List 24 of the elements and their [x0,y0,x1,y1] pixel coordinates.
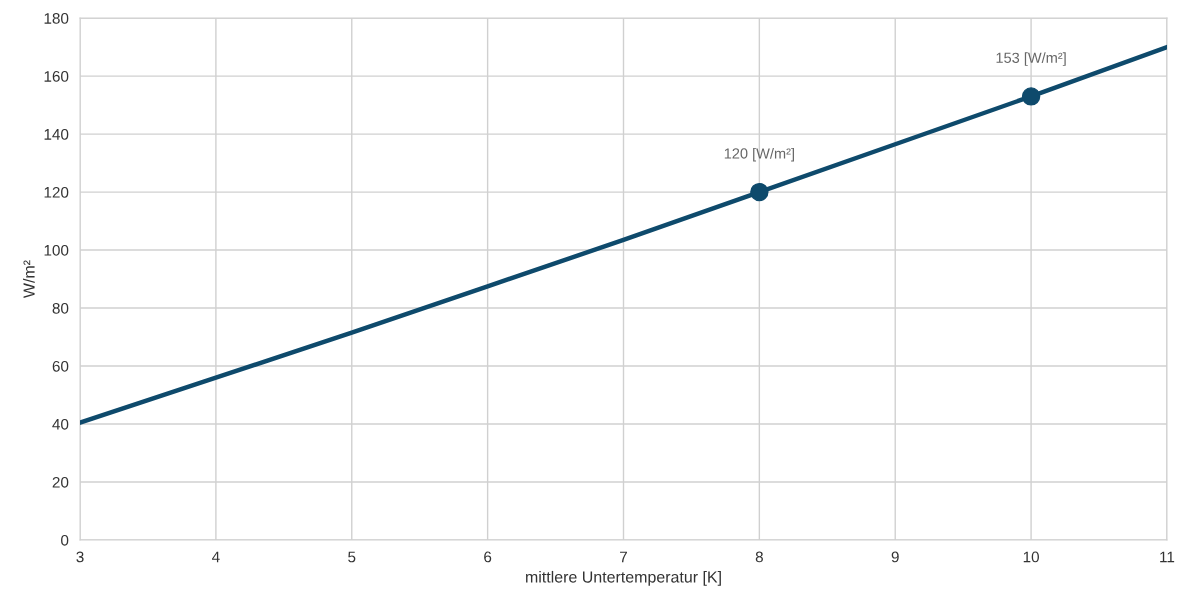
y-tick-label: 0 [61,534,69,546]
y-tick-label: 80 [52,302,69,314]
annotation: 120 [W/m²] [724,147,794,162]
y-tick-label: 140 [44,128,69,140]
x-tick-label: 9 [891,551,899,563]
annotation: 153 [W/m²] [996,52,1066,66]
x-tick-label: 4 [212,551,220,563]
y-tick-label: 20 [52,476,69,488]
x-tick-label: 10 [1023,551,1039,563]
x-tick-label: 3 [76,551,84,563]
x-tick-label: 5 [348,551,356,563]
y-axis-title: W/m² [22,260,35,299]
x-tick-label: 6 [484,551,492,563]
line-series [80,44,1167,425]
y-tick-label: 60 [52,360,69,372]
y-tick-label: 120 [44,186,69,198]
x-axis-title: mittlere Untertemperatur [K] [526,570,721,586]
y-tick-label: 40 [52,418,69,430]
y-tick-label: 100 [44,244,69,256]
y-tick-label: 180 [44,12,69,24]
x-tick-label: 7 [620,551,627,563]
x-tick-label: 8 [755,551,763,563]
x-tick-label: 11 [1160,551,1175,563]
y-tick-label: 160 [44,70,69,82]
